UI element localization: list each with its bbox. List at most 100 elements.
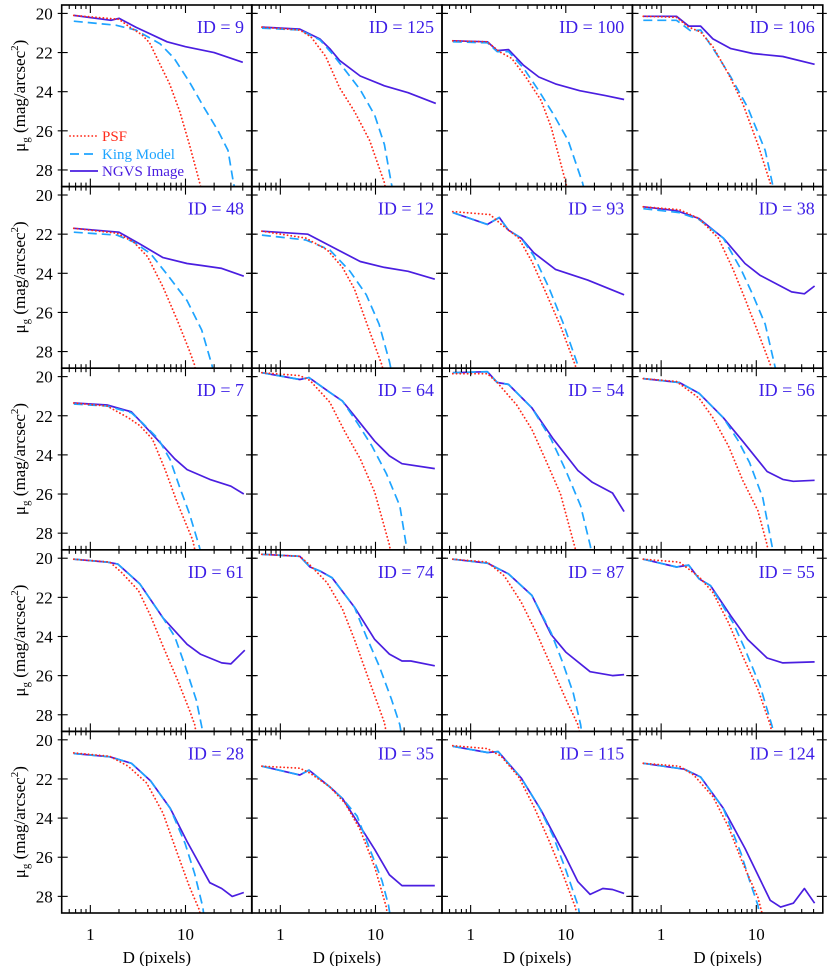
panel-id93: ID = 93 — [438, 185, 637, 370]
king-profile-line — [643, 19, 774, 187]
king-profile-line — [73, 20, 236, 187]
series-group — [451, 558, 625, 732]
panel-id-label: ID = 61 — [188, 562, 244, 582]
axis-ticks — [628, 5, 827, 187]
y-axis-title-text: (mag/arcsec — [10, 50, 29, 137]
y-tick-label: 28 — [36, 343, 53, 362]
panel-id35: ID = 35 1 10 D (pixels) — [247, 730, 446, 966]
king-profile-line — [643, 207, 777, 369]
psf-profile-line — [451, 372, 577, 550]
psf-profile-line — [451, 744, 578, 914]
king-profile-line — [643, 762, 760, 914]
ngvs-profile-line — [261, 765, 435, 887]
y-tick-label: 22 — [36, 225, 53, 244]
y-axis-title-sup: 2 — [9, 409, 21, 415]
y-tick-label: 26 — [36, 667, 53, 686]
series-group — [261, 765, 435, 914]
x-tick-label: 10 — [177, 925, 194, 944]
king-profile-line — [261, 553, 402, 732]
panel-id-label: ID = 48 — [188, 199, 244, 219]
series-group — [451, 370, 625, 550]
x-tick-label: 1 — [466, 925, 475, 944]
y-axis-title-close: ) — [10, 40, 29, 46]
series-group — [642, 205, 816, 369]
y-tick-label: 24 — [36, 83, 54, 102]
y-tick-label: 28 — [36, 887, 53, 906]
y-axis-title-sup: 2 — [9, 772, 21, 778]
king-profile-line — [452, 558, 583, 732]
psf-profile-line — [72, 558, 197, 732]
psf-profile-line — [261, 765, 389, 914]
king-profile-line — [452, 745, 581, 914]
panel-id12: ID = 12 — [247, 185, 446, 370]
king-profile-line — [452, 370, 592, 550]
series-group — [72, 227, 245, 369]
panel-id54: ID = 54 — [438, 367, 637, 551]
y-tick-label: 24 — [36, 264, 54, 283]
y-tick-label: 22 — [36, 588, 53, 607]
series-group — [642, 762, 816, 914]
panel-id-label: ID = 35 — [378, 743, 434, 763]
ngvs-profile-line — [452, 39, 625, 101]
y-axis-title: μg (mag/arcsec2) — [9, 585, 32, 697]
y-axis-title-sup: 2 — [9, 590, 21, 596]
panel-id-label: ID = 56 — [759, 380, 815, 400]
king-profile-line — [73, 403, 201, 550]
panel-id38: ID = 38 — [628, 185, 827, 370]
ngvs-profile-line — [643, 558, 815, 664]
psf-profile-line — [451, 558, 581, 732]
panel-id-label: ID = 38 — [759, 199, 815, 219]
series-group — [642, 377, 815, 550]
y-axis-title-text: (mag/arcsec — [10, 232, 29, 319]
y-tick-label: 26 — [36, 122, 53, 141]
y-axis-title-mu: μ — [10, 143, 29, 152]
y-axis-title-close: ) — [10, 403, 29, 409]
panel-id74: ID = 74 — [247, 548, 446, 733]
series-group — [72, 558, 246, 732]
series-group — [261, 230, 436, 369]
x-tick-label: 1 — [86, 925, 95, 944]
panel-id-label: ID = 124 — [750, 743, 815, 763]
y-axis-title-sub: g — [20, 682, 32, 688]
y-tick-label: 28 — [36, 524, 53, 543]
series-group — [261, 371, 435, 550]
psf-profile-line — [451, 39, 568, 187]
panel-id-label: ID = 125 — [369, 17, 434, 37]
y-axis-title-sub: g — [20, 863, 32, 869]
ngvs-profile-line — [452, 745, 625, 896]
y-tick-label: 22 — [36, 770, 53, 789]
y-tick-label: 20 — [36, 368, 53, 387]
y-axis-title: μg (mag/arcsec2) — [9, 766, 32, 878]
y-axis-title-close: ) — [10, 585, 29, 591]
panel-id125: ID = 125 — [247, 4, 446, 188]
psf-profile-line — [72, 752, 201, 914]
king-profile-line — [73, 231, 214, 369]
psf-profile-line — [72, 14, 202, 187]
ngvs-profile-line — [261, 26, 437, 105]
king-profile-line — [643, 377, 774, 550]
psf-profile-line — [261, 26, 387, 187]
y-axis-title-sub: g — [20, 318, 32, 324]
ngvs-legend-label: NGVS Image — [102, 164, 184, 180]
y-tick-label: 26 — [36, 485, 53, 504]
series-group — [72, 752, 245, 914]
ngvs-profile-line — [643, 15, 815, 66]
king-profile-line — [643, 558, 774, 732]
y-tick-label: 28 — [36, 161, 53, 180]
panel-id64: ID = 64 — [247, 367, 446, 551]
series-group — [451, 744, 625, 914]
series-group — [451, 210, 625, 369]
psf-profile-line — [642, 377, 769, 550]
panel-id-label: ID = 64 — [378, 380, 434, 400]
psf-legend-label: PSF — [102, 129, 127, 145]
y-axis-title-text: (mag/arcsec — [10, 777, 29, 864]
king-profile-line — [73, 558, 204, 732]
y-axis-title-sup: 2 — [9, 227, 21, 233]
y-axis-title: μg (mag/arcsec2) — [9, 221, 32, 333]
x-axis-title: D (pixels) — [503, 948, 571, 966]
ngvs-profile-line — [73, 752, 245, 898]
ngvs-profile-line — [73, 558, 246, 665]
